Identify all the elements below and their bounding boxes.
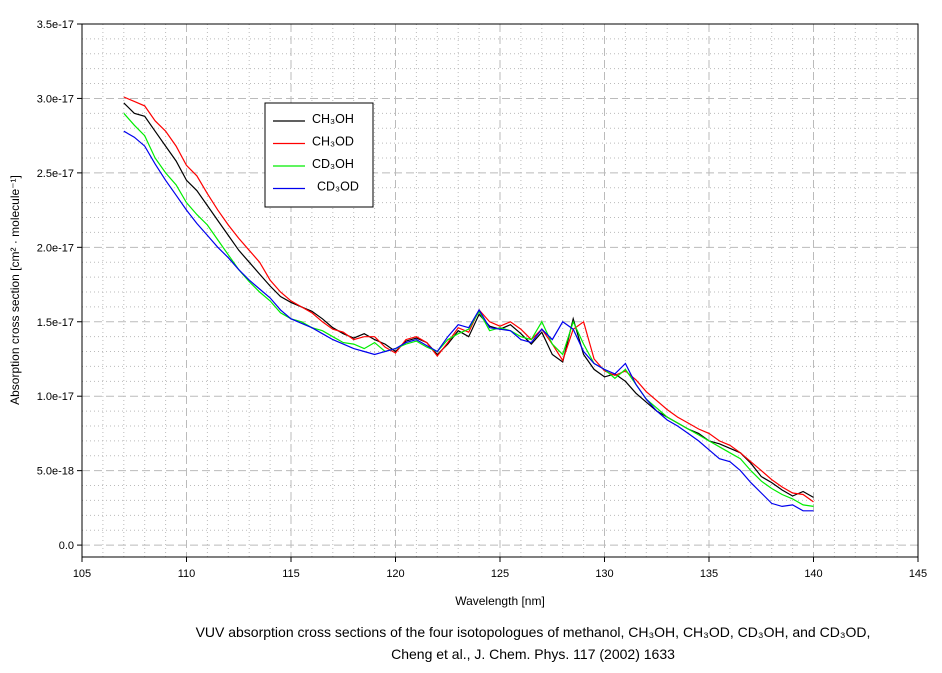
caption-line-1: VUV absorption cross sections of the fou… (196, 624, 871, 640)
axes: 105 110 115 120 125 130 135 140 145 0.0 5.0e-18 1.0… (37, 19, 927, 580)
y-axis-label: Absorption cross section [cm² · molecule… (8, 175, 22, 405)
grid (82, 24, 918, 557)
x-axis-label: Wavelength [nm] (455, 594, 545, 608)
legend: CH₃OH CH₃OD CD₃OH CD₃OD (264, 102, 374, 208)
y-tick-label: 5.0e-18 (37, 466, 74, 478)
x-tick-label: 125 (491, 568, 509, 580)
y-tick-label: 0.0 (59, 540, 74, 552)
series-line-CD₃OD (123, 130, 814, 512)
series-lines (123, 96, 814, 512)
y-tick-label: 1.5e-17 (37, 317, 74, 329)
y-tick-label: 3.0e-17 (37, 93, 74, 105)
legend-box (264, 102, 374, 208)
x-tick-label: 105 (73, 568, 91, 580)
x-tick-label: 115 (282, 568, 300, 580)
y-tick-label: 1.0e-17 (37, 391, 74, 403)
x-tick-label: 145 (909, 568, 927, 580)
legend-label: CD₃OH (312, 157, 354, 171)
legend-label: CD₃OD (317, 180, 359, 194)
y-tick-label: 2.0e-17 (37, 242, 74, 254)
series-line-CH₃OD (123, 96, 814, 503)
legend-label: CH₃OD (312, 135, 354, 149)
series-line-CH₃OH (123, 102, 814, 498)
legend-label: CH₃OH (312, 112, 354, 126)
x-tick-label: 135 (700, 568, 718, 580)
series-line-CD₃OH (123, 112, 814, 507)
y-tick-label: 3.5e-17 (37, 19, 74, 31)
x-tick-label: 140 (804, 568, 822, 580)
x-tick-label: 110 (178, 568, 196, 580)
y-tick-label: 2.5e-17 (37, 168, 74, 180)
x-tick-label: 130 (595, 568, 613, 580)
caption-line-2: Cheng et al., J. Chem. Phys. 117 (2002) … (391, 646, 675, 662)
x-tick-label: 120 (386, 568, 404, 580)
